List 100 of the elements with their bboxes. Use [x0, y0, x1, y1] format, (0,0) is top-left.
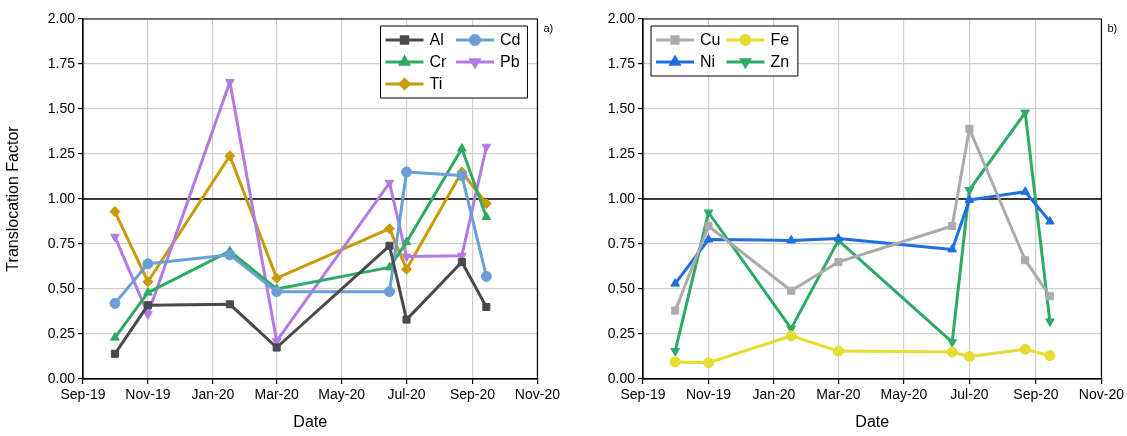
- y-tick-label: 1.50: [607, 99, 636, 116]
- point: [964, 187, 975, 196]
- point: [481, 211, 492, 220]
- x-tick-label: Nov-19: [125, 386, 171, 403]
- point: [109, 206, 121, 218]
- point: [481, 143, 492, 153]
- point: [143, 311, 153, 320]
- x-tick-label: Sep-20: [449, 386, 496, 403]
- y-tick-label: 1.75: [607, 54, 636, 71]
- y-tick-label: 1.25: [607, 144, 636, 161]
- point: [401, 253, 412, 263]
- legend-label: Pb: [499, 53, 520, 71]
- point: [480, 270, 492, 282]
- point: [947, 243, 958, 253]
- point: [1045, 292, 1054, 301]
- x-tick-label: Mar-20: [816, 386, 861, 403]
- point: [833, 233, 844, 242]
- point: [401, 166, 413, 178]
- x-tick-label: Sep-19: [620, 386, 666, 403]
- x-tick-label: Sep-20: [1013, 386, 1059, 403]
- point: [401, 263, 413, 275]
- legend-label: Cd: [499, 31, 521, 49]
- y-tick-label: 1.50: [47, 99, 76, 116]
- point: [143, 287, 153, 296]
- point: [1045, 318, 1055, 327]
- point: [670, 278, 681, 287]
- x-tick-label: May-20: [318, 386, 366, 403]
- x-tick-label: Nov-20: [514, 386, 561, 403]
- y-tick-label: 0.25: [607, 324, 636, 341]
- y-tick-label: 1.75: [47, 54, 76, 71]
- x-tick-label: Mar-20: [254, 386, 300, 403]
- point: [671, 306, 680, 315]
- y-tick-label: 2.00: [47, 9, 76, 26]
- point: [1021, 256, 1030, 265]
- x-tick-label: May-20: [880, 386, 928, 403]
- point: [834, 257, 843, 267]
- point: [703, 209, 714, 218]
- point: [401, 236, 412, 246]
- point: [702, 357, 714, 369]
- y-tick-label: 0.50: [607, 279, 636, 296]
- point: [832, 345, 844, 357]
- point: [384, 179, 395, 189]
- y-tick-label: 2.00: [607, 9, 636, 26]
- y-tick-label: 0.00: [47, 369, 76, 386]
- point: [110, 349, 119, 358]
- legend-label: Cr: [429, 53, 448, 71]
- y-tick-label: 1.00: [607, 189, 636, 206]
- point: [704, 221, 713, 231]
- point: [224, 150, 236, 162]
- x-tick-label: Sep-19: [60, 386, 106, 403]
- x-tick-label: Jan-20: [191, 386, 235, 403]
- legend-label: Ti: [429, 75, 443, 93]
- text: b): [1107, 22, 1118, 35]
- point: [110, 233, 120, 243]
- y-tick-label: 0.00: [607, 369, 636, 386]
- point: [385, 241, 394, 250]
- point: [786, 234, 796, 244]
- y-tick-label: 1.00: [47, 189, 76, 206]
- point: [963, 351, 975, 362]
- point: [669, 356, 681, 368]
- legend-label: Zn: [770, 53, 790, 71]
- text: a): [543, 22, 554, 35]
- x-tick-label: Jan-20: [752, 386, 796, 403]
- point: [1020, 186, 1031, 195]
- y-tick-label: 0.75: [47, 234, 76, 251]
- point: [1044, 350, 1056, 362]
- point: [457, 143, 467, 152]
- point: [384, 223, 395, 235]
- point: [1045, 216, 1055, 225]
- y-tick-label: 0.25: [47, 324, 76, 341]
- point: [965, 124, 974, 133]
- point: [224, 249, 236, 261]
- point: [482, 302, 491, 312]
- point: [384, 286, 395, 298]
- x-axis-title: Date: [855, 412, 890, 430]
- point: [271, 286, 283, 298]
- point: [110, 332, 120, 341]
- x-tick-label: Jul-20: [950, 386, 989, 403]
- point: [1020, 109, 1031, 119]
- x-tick-label: Jul-20: [387, 386, 426, 403]
- point: [142, 258, 154, 270]
- y-tick-label: 0.75: [607, 234, 636, 251]
- y-tick-label: 0.50: [47, 279, 76, 296]
- point: [946, 346, 958, 358]
- y-tick-label: 1.25: [47, 144, 76, 161]
- point: [272, 343, 281, 352]
- point: [785, 330, 797, 342]
- point: [703, 234, 714, 243]
- legend-label: Cu: [700, 31, 721, 49]
- point: [787, 286, 796, 295]
- point: [271, 272, 283, 284]
- point: [402, 315, 411, 324]
- legend-label: Fe: [770, 31, 790, 49]
- point: [456, 170, 468, 182]
- legend-label: Al: [429, 31, 444, 49]
- point: [457, 257, 466, 267]
- x-axis-title: Date: [293, 412, 328, 430]
- point: [142, 276, 154, 288]
- point: [109, 297, 121, 309]
- legend-label: Ni: [700, 53, 716, 71]
